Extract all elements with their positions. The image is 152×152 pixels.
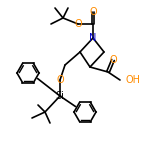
Text: N: N	[89, 33, 97, 43]
Text: O: O	[109, 55, 117, 65]
Text: O: O	[89, 7, 97, 17]
Text: O: O	[74, 19, 82, 29]
Text: O: O	[56, 75, 64, 85]
Text: Si: Si	[56, 91, 64, 101]
Text: OH: OH	[125, 75, 140, 85]
